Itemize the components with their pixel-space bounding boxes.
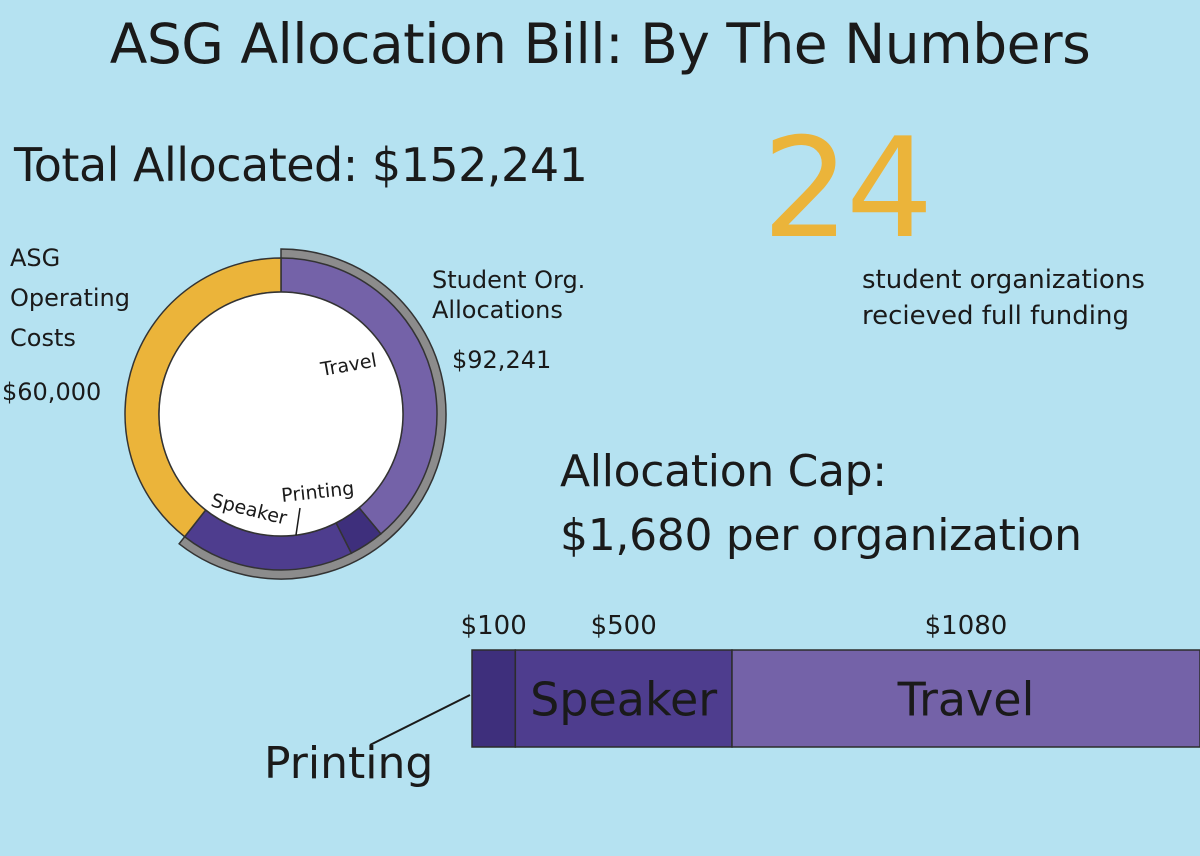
- student-allocations-label-line2: Allocations: [432, 296, 563, 324]
- bar-segment-printing: [471, 649, 517, 748]
- operating-costs-label-line2: Operating: [10, 284, 130, 312]
- total-allocated-heading: Total Allocated: $152,241: [14, 138, 588, 192]
- student-allocations-label-line1: Student Org.: [432, 266, 586, 294]
- operating-costs-label: ASG Operating Costs: [10, 238, 130, 358]
- full-funding-count: 24: [762, 108, 934, 269]
- operating-costs-label-line3: Costs: [10, 324, 76, 352]
- bar-segment-travel: [731, 649, 1200, 748]
- printing-leader-line: [369, 694, 471, 746]
- bar-segment-speaker: [514, 649, 733, 748]
- operating-costs-value: $60,000: [2, 378, 102, 406]
- full-funding-caption-line2: recieved full funding: [862, 301, 1129, 331]
- operating-costs-label-line1: ASG: [10, 244, 61, 272]
- bar-category-label-travel: Travel: [897, 673, 1035, 727]
- student-allocations-value: $92,241: [452, 346, 552, 374]
- bar-value-label-speaker: $500: [591, 611, 657, 641]
- donut-center: [158, 291, 404, 537]
- bar-label-printing: Printing: [264, 738, 434, 789]
- allocation-cap-bar-chart: $100 $500 Speaker $1080 Travel: [369, 611, 1200, 748]
- allocation-cap-line2: $1,680 per organization: [560, 510, 1082, 561]
- full-funding-caption: student organizations recieved full fund…: [862, 262, 1145, 334]
- bar-value-label-printing: $100: [461, 611, 527, 641]
- bar-category-label-speaker: Speaker: [530, 673, 717, 727]
- donut-printing-leader: [295, 507, 301, 536]
- bar-value-label-travel: $1080: [925, 611, 1008, 641]
- allocation-cap-heading: Allocation Cap: $1,680 per organization: [560, 440, 1082, 568]
- full-funding-caption-line1: student organizations: [862, 265, 1145, 295]
- page-title: ASG Allocation Bill: By The Numbers: [109, 12, 1091, 76]
- allocation-cap-line1: Allocation Cap:: [560, 446, 887, 497]
- student-allocations-label: Student Org. Allocations: [432, 265, 585, 325]
